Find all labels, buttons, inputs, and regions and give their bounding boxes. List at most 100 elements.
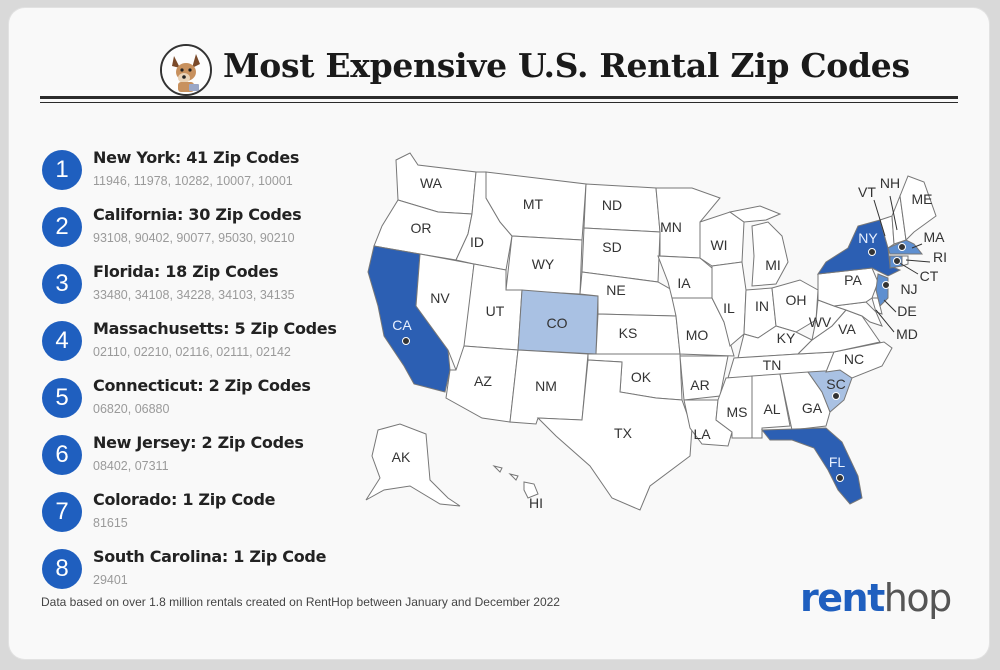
ranking-item: 4 Massachusetts: 5 Zip Codes 02110, 0221… [40, 316, 360, 366]
state-mi [751, 221, 789, 287]
state-tx [536, 359, 693, 511]
state-fl [760, 427, 863, 505]
label-ms: MS [727, 404, 748, 420]
label-tx: TX [614, 425, 633, 441]
state-labels: WA OR CA NV ID MT WY UT AZ CO NM ND SD N… [392, 175, 947, 511]
footnote: Data based on over 1.8 million rentals c… [41, 595, 560, 609]
ranking-state: South Carolina: 1 Zip Code [93, 547, 327, 566]
label-va: VA [838, 321, 856, 337]
label-ky: KY [777, 330, 796, 346]
state-ks [595, 313, 681, 355]
label-ct: CT [920, 268, 939, 284]
label-ok: OK [631, 369, 652, 385]
label-ne: NE [606, 282, 625, 298]
label-wy: WY [532, 256, 555, 272]
label-sd: SD [602, 239, 621, 255]
label-in: IN [755, 298, 769, 314]
ranking-zips: 33480, 34108, 34228, 34103, 34135 [93, 288, 295, 302]
ranking-zips: 02110, 02210, 02116, 02111, 02142 [93, 345, 291, 359]
ranking-item: 1 New York: 41 Zip Codes 11946, 11978, 1… [40, 145, 360, 195]
ranking-zips: 29401 [93, 573, 128, 587]
state-il [711, 261, 747, 347]
ranking-zips: 06820, 06880 [93, 402, 170, 416]
label-nm: NM [535, 378, 557, 394]
label-me: ME [912, 191, 933, 207]
label-de: DE [897, 303, 916, 319]
ranking-item: 5 Connecticut: 2 Zip Codes 06820, 06880 [40, 373, 360, 423]
label-nc: NC [844, 351, 864, 367]
state-pa [817, 267, 879, 307]
ranking-zips: 11946, 11978, 10282, 10007, 10001 [93, 174, 293, 188]
label-oh: OH [786, 292, 807, 308]
label-mn: MN [660, 219, 682, 235]
label-ri: RI [933, 249, 947, 265]
label-ak: AK [392, 449, 411, 465]
label-ca: CA [392, 317, 412, 333]
rank-badge: 7 [42, 492, 82, 532]
state-md [833, 301, 883, 327]
dog-mascot-logo-icon [160, 44, 212, 96]
title-divider-thick [40, 96, 958, 99]
brand-part1: rent [800, 576, 885, 620]
label-il: IL [723, 300, 735, 316]
renthop-logo: renthop [800, 576, 952, 620]
rank-badge: 5 [42, 378, 82, 418]
rank-badge: 1 [42, 150, 82, 190]
label-vt: VT [858, 184, 876, 200]
label-nd: ND [602, 197, 622, 213]
label-mi: MI [765, 257, 781, 273]
ranking-item: 6 New Jersey: 2 Zip Codes 08402, 07311 [40, 430, 360, 480]
label-pa: PA [844, 272, 862, 288]
ranking-state: Colorado: 1 Zip Code [93, 490, 276, 509]
ranking-state: Florida: 18 Zip Codes [93, 262, 279, 281]
zip-code-dots [402, 243, 906, 482]
ranking-zips: 81615 [93, 516, 128, 530]
label-ia: IA [677, 275, 691, 291]
ranking-item: 3 Florida: 18 Zip Codes 33480, 34108, 34… [40, 259, 360, 309]
label-fl: FL [829, 454, 846, 470]
state-hi [492, 465, 539, 499]
label-wa: WA [420, 175, 443, 191]
state-mi-up [728, 205, 782, 223]
label-wi: WI [710, 237, 727, 253]
label-md: MD [896, 326, 918, 342]
label-ar: AR [690, 377, 709, 393]
ranking-zips: 93108, 90402, 90077, 95030, 90210 [93, 231, 295, 245]
label-sc: SC [826, 376, 845, 392]
ranking-state: New York: 41 Zip Codes [93, 148, 300, 167]
label-az: AZ [474, 373, 492, 389]
label-ut: UT [486, 303, 505, 319]
rank-badge: 8 [42, 549, 82, 589]
ranking-state: California: 30 Zip Codes [93, 205, 302, 224]
label-wv: WV [809, 314, 832, 330]
brand-part2: hop [883, 576, 952, 620]
label-or: OR [411, 220, 432, 236]
rank-badge: 6 [42, 435, 82, 475]
label-mo: MO [686, 327, 709, 343]
rank-badge: 2 [42, 207, 82, 247]
ranking-item: 7 Colorado: 1 Zip Code 81615 [40, 487, 360, 537]
label-la: LA [693, 426, 711, 442]
label-co: CO [547, 315, 568, 331]
label-ga: GA [802, 400, 823, 416]
rank-badge: 4 [42, 321, 82, 361]
label-mt: MT [523, 196, 544, 212]
state-ri [901, 255, 909, 267]
page-title: Most Expensive U.S. Rental Zip Codes [223, 46, 910, 85]
ranking-state: Massachusetts: 5 Zip Codes [93, 319, 337, 338]
rank-badge: 3 [42, 264, 82, 304]
label-nj: NJ [900, 281, 917, 297]
label-al: AL [763, 401, 780, 417]
ranking-item: 8 South Carolina: 1 Zip Code 29401 [40, 544, 360, 594]
label-nv: NV [430, 290, 450, 306]
label-ks: KS [619, 325, 638, 341]
label-ma: MA [924, 229, 946, 245]
label-tn: TN [763, 357, 782, 373]
header: Most Expensive U.S. Rental Zip Codes [0, 40, 980, 96]
label-id: ID [470, 234, 484, 250]
ranking-item: 2 California: 30 Zip Codes 93108, 90402,… [40, 202, 360, 252]
label-ny: NY [858, 230, 878, 246]
state-de [871, 297, 883, 315]
ranking-zips: 08402, 07311 [93, 459, 169, 473]
ranking-state: New Jersey: 2 Zip Codes [93, 433, 304, 452]
